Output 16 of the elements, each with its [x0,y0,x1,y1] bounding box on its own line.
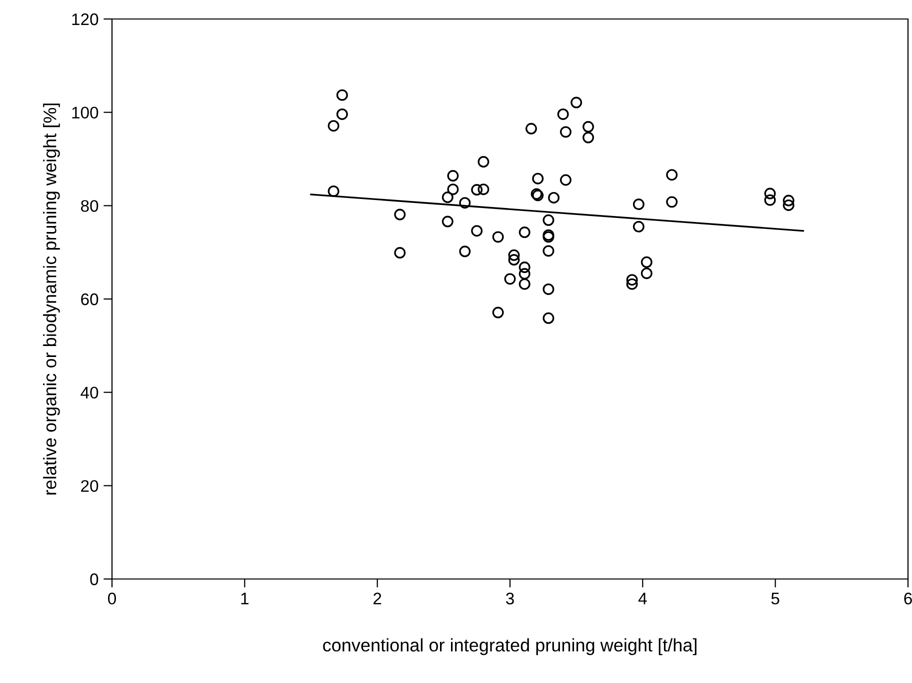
y-axis-title: relative organic or biodynamic pruning weight [%] [43,104,60,494]
x-axis-title: conventional or integrated pruning weight [t/ha] [323,638,696,656]
x-tick-label: 5 [771,592,780,604]
y-tick-label: 80 [80,200,98,212]
x-tick-label: 3 [506,592,514,604]
x-tick-label: 4 [638,592,647,604]
y-tick-label: 120 [72,13,98,26]
y-tick-label: 0 [90,573,98,586]
y-tick-label: 40 [80,386,98,399]
y-tick-label: 100 [72,106,98,119]
x-tick-label: 0 [108,592,116,604]
x-tick-label: 6 [904,592,912,604]
y-tick-label: 60 [81,293,98,306]
y-tick-label: 20 [81,480,98,492]
x-tick-label: 1 [241,592,248,604]
x-tick-label: 2 [374,592,382,604]
